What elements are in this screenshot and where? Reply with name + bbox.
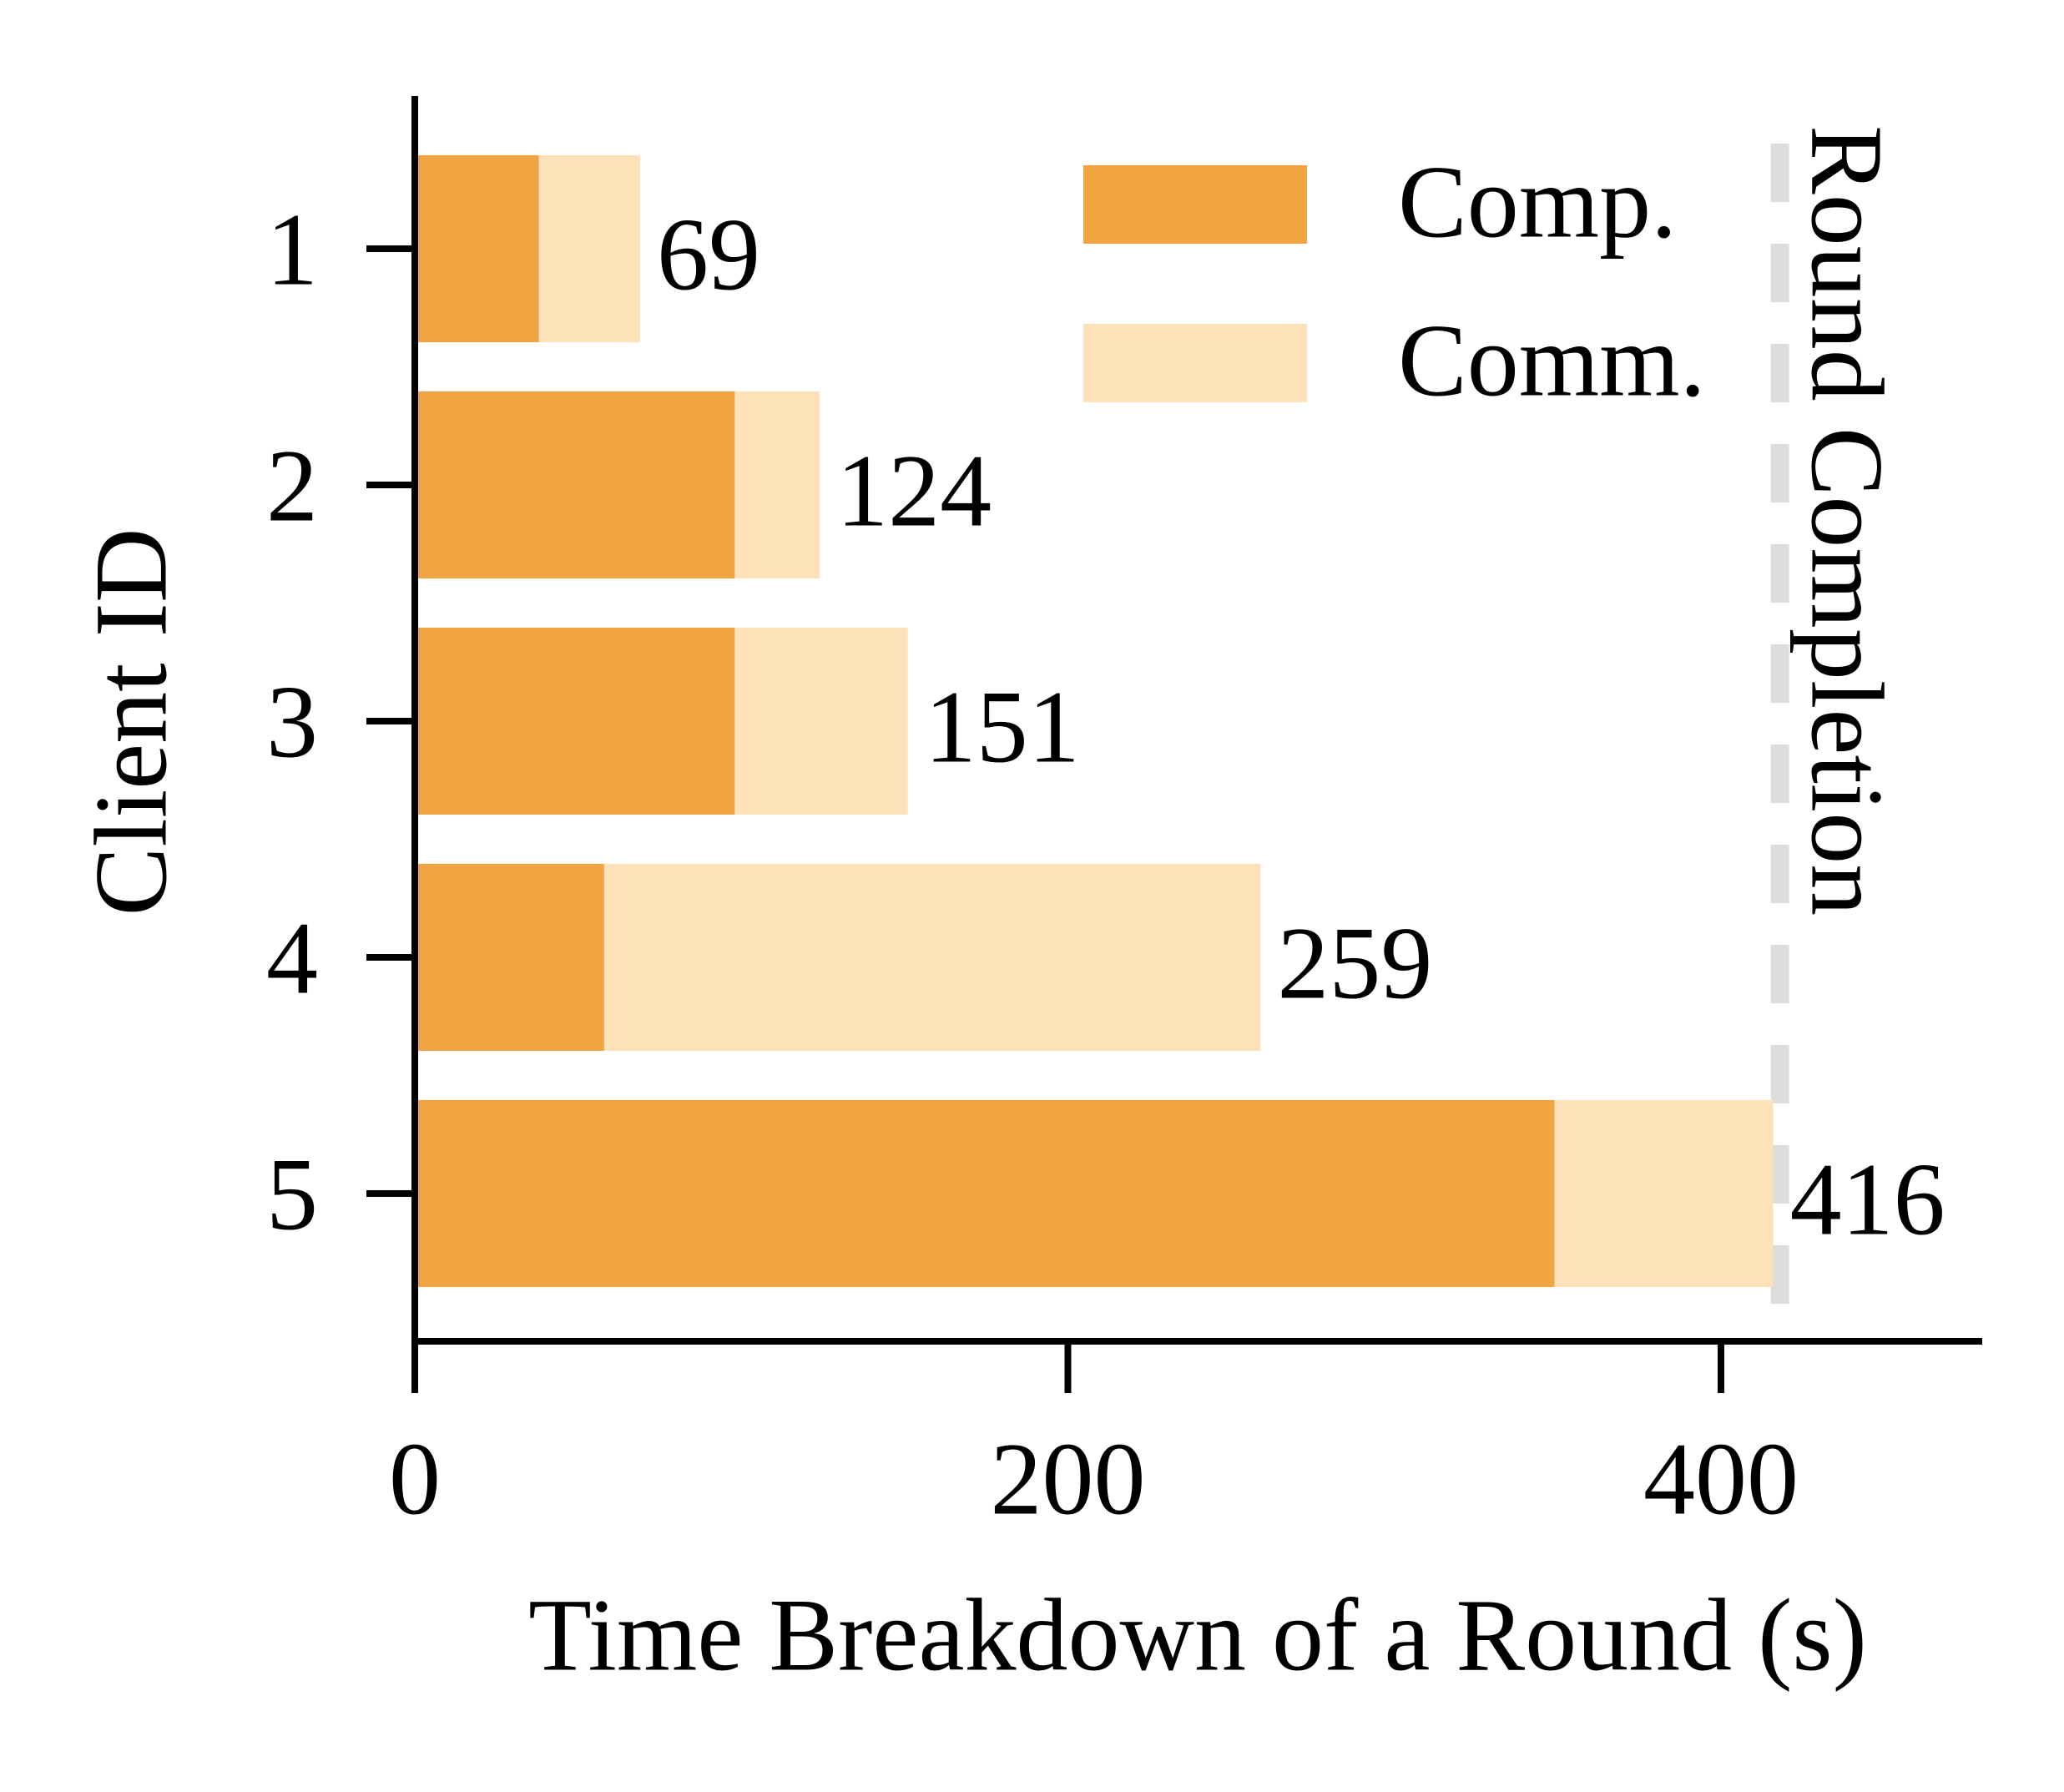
x-tick-label-200: 200 [991,1421,1146,1536]
bar-client-4-comp [415,864,604,1051]
total-label-client-2: 124 [836,433,992,548]
data-labels: 69 124 151 259 416 [657,197,1945,1256]
bar-client-5-comm [1554,1100,1774,1287]
y-tick-label-2: 2 [266,428,318,543]
bar-client-5-comp [415,1100,1555,1287]
total-label-client-1: 69 [657,197,760,311]
bar-client-4-comm [603,864,1261,1051]
bar-client-1-comm [538,155,640,342]
bar-client-1-comp [415,155,539,342]
round-completion-label: Round Completion [1790,125,1905,916]
legend-label-comp: Comp. [1398,144,1677,259]
bar-client-2-comm [734,391,820,578]
y-tick-label-4: 4 [266,901,318,1015]
x-axis-title: Time Breakdown of a Round (s) [528,1577,1867,1692]
bar-client-3-comp [415,628,735,815]
bar-client-3-comm [734,628,908,815]
y-tick-label-3: 3 [266,664,318,779]
legend-label-comm: Comm. [1398,303,1706,417]
legend-swatch-comm [1083,324,1307,402]
total-label-client-5: 416 [1790,1142,1945,1256]
x-tick-label-0: 0 [389,1421,441,1536]
axes: 1 2 3 4 5 0 200 400 Time Breakdown of a Round (s… [73,96,1982,1692]
y-axis-title: Client ID [73,528,188,916]
y-tick-label-1: 1 [266,192,318,306]
legend: Comp. Comm. [1083,144,1706,417]
y-tick-label-5: 5 [266,1137,318,1251]
bars [415,155,1774,1287]
x-tick-label-400: 400 [1643,1421,1799,1536]
reference-layer: Round Completion [1770,125,1905,1341]
bar-client-2-comp [415,391,735,578]
total-label-client-4: 259 [1277,906,1432,1020]
total-label-client-3: 151 [925,669,1080,784]
legend-swatch-comp [1083,165,1307,244]
